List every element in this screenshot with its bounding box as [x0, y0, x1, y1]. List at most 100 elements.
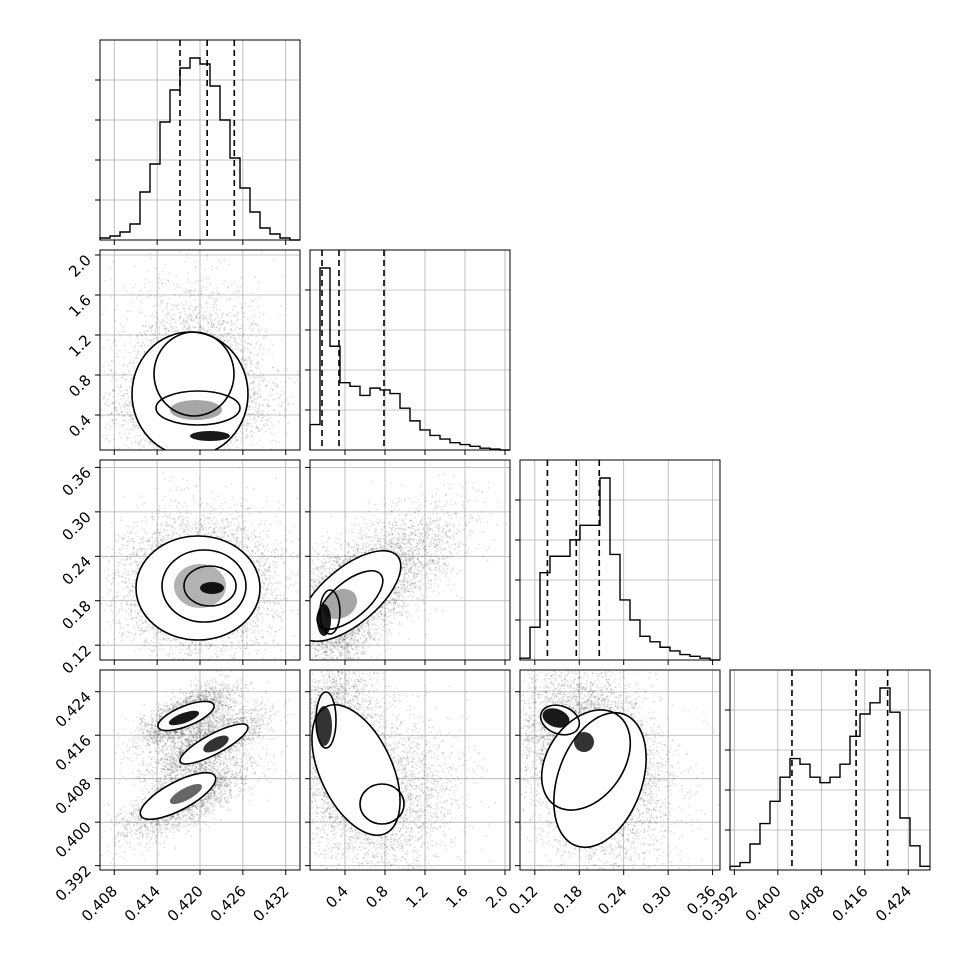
sample-point	[158, 332, 161, 335]
sample-point	[232, 323, 235, 326]
sample-point	[254, 421, 256, 424]
sample-point	[133, 350, 136, 353]
sample-point	[228, 332, 230, 335]
sample-point	[125, 392, 128, 395]
sample-point	[245, 430, 248, 432]
sample-point	[136, 296, 139, 299]
sample-point	[286, 399, 288, 401]
sample-point	[263, 379, 266, 381]
sample-point	[173, 330, 176, 332]
sample-point	[261, 446, 264, 448]
sample-point	[186, 278, 189, 281]
sample-point	[252, 328, 255, 330]
sample-point	[255, 386, 257, 388]
sample-point	[154, 331, 157, 334]
sample-point	[253, 381, 256, 383]
sample-point	[252, 391, 255, 393]
sample-point	[245, 366, 248, 369]
sample-point	[123, 373, 126, 376]
sample-point	[171, 327, 174, 329]
sample-point	[219, 337, 222, 340]
sample-point	[269, 387, 272, 390]
sample-point	[266, 335, 268, 337]
sample-point	[167, 313, 169, 315]
sample-point	[227, 332, 230, 335]
sample-point	[158, 329, 160, 332]
sample-point	[175, 274, 178, 277]
sample-point	[290, 396, 292, 398]
sample-point	[189, 318, 192, 321]
sample-point	[125, 403, 127, 405]
sample-point	[248, 413, 250, 415]
sample-point	[244, 424, 247, 427]
sample-point	[235, 340, 237, 343]
sample-point	[116, 409, 118, 412]
sample-point	[250, 359, 253, 362]
sample-point	[176, 283, 178, 286]
sample-point	[248, 372, 250, 374]
sample-point	[265, 330, 267, 333]
sample-point	[239, 303, 242, 305]
sample-point	[198, 324, 201, 327]
sample-point	[247, 305, 250, 308]
sample-point	[158, 327, 161, 330]
sample-point	[156, 317, 159, 320]
sample-point	[255, 323, 257, 326]
sample-point	[168, 330, 171, 332]
sample-point	[255, 393, 257, 395]
sample-point	[228, 339, 230, 341]
sample-point	[258, 406, 260, 409]
sample-point	[194, 266, 197, 269]
sample-point	[179, 315, 182, 318]
sample-point	[256, 354, 259, 356]
sample-point	[150, 330, 153, 333]
sample-point	[247, 373, 250, 376]
sample-point	[222, 322, 225, 325]
sample-point	[254, 408, 257, 411]
sample-point	[189, 314, 192, 317]
sample-point	[115, 406, 118, 408]
sample-point	[240, 306, 243, 309]
sample-point	[142, 444, 145, 447]
sample-point	[266, 419, 268, 421]
sample-point	[273, 409, 276, 412]
sample-point	[217, 319, 220, 322]
sample-point	[262, 336, 265, 339]
sample-point	[259, 379, 261, 382]
sample-point	[133, 265, 136, 268]
sample-point	[284, 381, 287, 383]
sample-point	[268, 349, 270, 351]
sample-point	[263, 415, 265, 417]
sample-point	[250, 351, 252, 354]
sample-point	[252, 373, 255, 375]
sample-point	[206, 330, 209, 333]
sample-point	[135, 354, 138, 357]
sample-point	[192, 294, 195, 296]
sample-point	[205, 254, 208, 257]
sample-point	[260, 419, 263, 422]
sample-point	[252, 375, 255, 378]
sample-point	[257, 415, 260, 418]
sample-point	[201, 328, 204, 331]
sample-point	[137, 309, 140, 312]
sample-point	[139, 435, 141, 437]
sample-point	[166, 309, 169, 312]
sample-point	[242, 421, 245, 424]
sample-point	[114, 308, 116, 311]
sample-point	[221, 335, 224, 338]
sample-point	[221, 323, 224, 326]
sample-point	[214, 333, 217, 336]
sample-point	[191, 289, 193, 292]
sample-point	[202, 314, 205, 316]
sample-point	[202, 327, 205, 330]
sample-point	[242, 333, 245, 336]
sample-point	[197, 313, 199, 316]
sample-point	[191, 319, 193, 322]
sample-point	[239, 343, 242, 346]
sample-point	[225, 332, 228, 335]
sample-point	[131, 300, 134, 303]
sample-point	[206, 278, 208, 280]
sample-point	[104, 391, 107, 394]
sample-point	[197, 279, 200, 282]
